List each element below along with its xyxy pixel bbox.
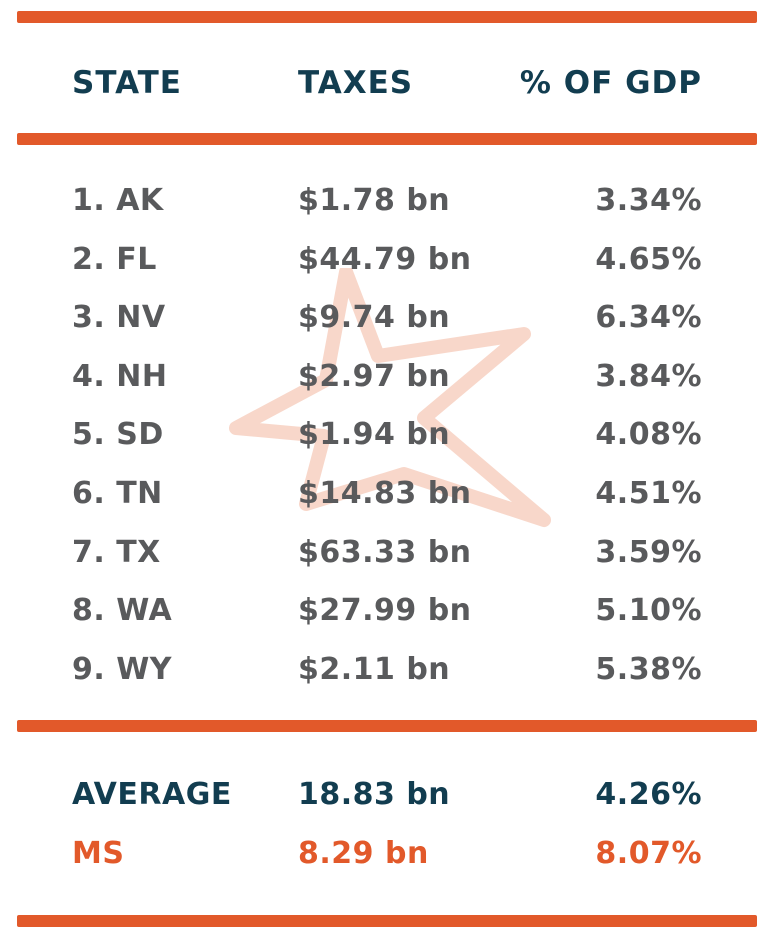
ms-taxes: 8.29 bn	[298, 836, 429, 871]
row-taxes: $9.74 bn	[298, 300, 451, 336]
row-state: 4. NH	[72, 358, 168, 394]
row-pct: 4.08%	[595, 417, 702, 453]
ms-label: MS	[72, 836, 125, 871]
row-pct: 3.34%	[595, 183, 702, 218]
row-pct: 4.65%	[595, 241, 702, 277]
row-taxes: $1.94 bn	[298, 417, 451, 453]
row-state: 1. AK	[72, 183, 164, 218]
row-state: 7. TX	[72, 534, 161, 570]
row-taxes: $44.79 bn	[298, 241, 472, 277]
header-pct-of-gdp: % OF GDP	[519, 65, 702, 101]
row-pct: 4.51%	[595, 476, 702, 511]
row-state: 9. WY	[72, 651, 173, 687]
row-state: 3. NV	[72, 300, 166, 336]
star-watermark-icon	[229, 268, 551, 527]
row-state: 8. WA	[72, 593, 173, 629]
row-pct: 6.34%	[595, 300, 702, 336]
ms-pct: 8.07%	[595, 836, 702, 871]
row-taxes: $14.83 bn	[298, 476, 472, 511]
row-pct: 5.38%	[595, 651, 702, 687]
header-divider	[17, 133, 757, 145]
row-state: 5. SD	[72, 417, 164, 453]
row-pct: 5.10%	[595, 593, 702, 629]
row-taxes: $2.11 bn	[298, 651, 451, 687]
row-taxes: $2.97 bn	[298, 358, 451, 394]
header-taxes: TAXES	[298, 65, 414, 101]
average-taxes: 18.83 bn	[298, 777, 451, 812]
header-state: STATE	[72, 65, 182, 101]
row-taxes: $63.33 bn	[298, 534, 472, 570]
summary-divider	[17, 720, 757, 732]
row-pct: 3.84%	[595, 358, 702, 394]
row-state: 2. FL	[72, 241, 157, 277]
bottom-divider	[17, 915, 757, 927]
average-pct: 4.26%	[595, 777, 702, 812]
top-divider	[17, 11, 757, 23]
row-taxes: $27.99 bn	[298, 593, 472, 629]
row-state: 6. TN	[72, 476, 163, 511]
row-taxes: $1.78 bn	[298, 183, 451, 218]
average-label: AVERAGE	[72, 777, 232, 812]
row-pct: 3.59%	[595, 534, 702, 570]
